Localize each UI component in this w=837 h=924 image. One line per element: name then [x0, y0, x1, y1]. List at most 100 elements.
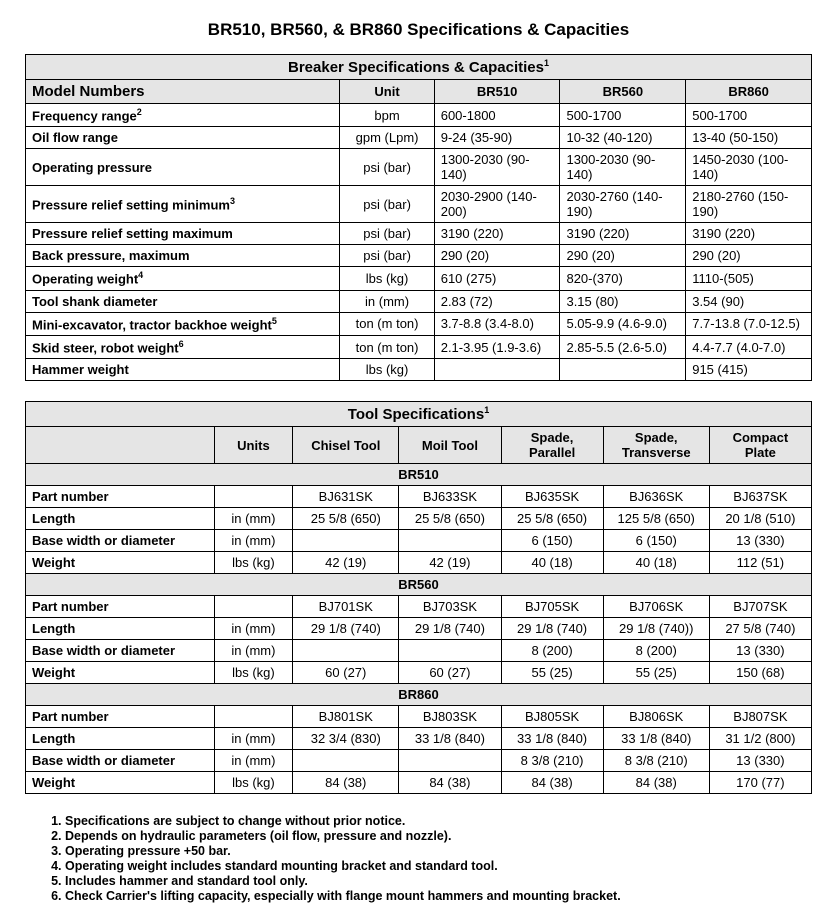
footnote-item: Includes hammer and standard tool only. [65, 874, 812, 888]
table-row: Weightlbs (kg)42 (19)42 (19)40 (18)40 (1… [26, 552, 812, 574]
data-cell: 84 (38) [603, 772, 709, 794]
data-cell: 112 (51) [709, 552, 811, 574]
data-cell: 33 1/8 (840) [603, 728, 709, 750]
page-title: BR510, BR560, & BR860 Specifications & C… [25, 20, 812, 40]
data-cell: 8 (200) [501, 640, 603, 662]
data-cell: 29 1/8 (740)) [603, 618, 709, 640]
tool-col-spade-transverse: Spade, Transverse [603, 427, 709, 464]
tool-col-blank [26, 427, 215, 464]
unit-cell: in (mm) [214, 530, 293, 552]
data-cell: BJ636SK [603, 486, 709, 508]
tool-table-header: Tool Specifications1 [26, 402, 812, 427]
unit-cell: lbs (kg) [214, 662, 293, 684]
row-label: Part number [26, 486, 215, 508]
table-row: Mini-excavator, tractor backhoe weight5t… [26, 312, 812, 335]
tool-col-units: Units [214, 427, 293, 464]
table-row: Lengthin (mm)32 3/4 (830)33 1/8 (840)33 … [26, 728, 812, 750]
data-cell: 40 (18) [501, 552, 603, 574]
footnotes-list: Specifications are subject to change wit… [65, 814, 812, 903]
row-label: Weight [26, 772, 215, 794]
data-cell: 3190 (220) [434, 223, 560, 245]
data-cell: 3.54 (90) [686, 290, 812, 312]
data-cell: 9-24 (35-90) [434, 127, 560, 149]
tool-header-text: Tool Specifications [348, 406, 484, 423]
footnote-item: Check Carrier's lifting capacity, especi… [65, 889, 812, 903]
data-cell [434, 359, 560, 381]
row-label: Base width or diameter [26, 640, 215, 662]
data-cell: 1450-2030 (100-140) [686, 149, 812, 186]
data-cell: 600-1800 [434, 104, 560, 127]
data-cell: 25 5/8 (650) [293, 508, 399, 530]
row-label: Part number [26, 706, 215, 728]
tool-group-header: BR510 [26, 464, 812, 486]
row-label: Back pressure, maximum [26, 245, 340, 267]
data-cell: BJ706SK [603, 596, 709, 618]
row-label: Operating weight4 [26, 267, 340, 290]
row-label: Skid steer, robot weight6 [26, 335, 340, 358]
unit-cell: lbs (kg) [214, 552, 293, 574]
data-cell: 10-32 (40-120) [560, 127, 686, 149]
data-cell: 1300-2030 (90-140) [560, 149, 686, 186]
data-cell: 25 5/8 (650) [399, 508, 501, 530]
data-cell: 2030-2900 (140-200) [434, 186, 560, 223]
breaker-table-header: Breaker Specifications & Capacities1 [26, 55, 812, 80]
data-cell [293, 640, 399, 662]
tool-group-header: BR560 [26, 574, 812, 596]
data-cell: 150 (68) [709, 662, 811, 684]
table-row: Lengthin (mm)29 1/8 (740)29 1/8 (740)29 … [26, 618, 812, 640]
data-cell [293, 750, 399, 772]
data-cell: 2.83 (72) [434, 290, 560, 312]
tool-col-chisel: Chisel Tool [293, 427, 399, 464]
breaker-model-2: BR860 [686, 80, 812, 104]
row-label: Length [26, 618, 215, 640]
data-cell: 13 (330) [709, 530, 811, 552]
unit-cell: in (mm) [214, 640, 293, 662]
data-cell: 2.85-5.5 (2.6-5.0) [560, 335, 686, 358]
row-label-sup: 2 [137, 107, 142, 117]
unit-cell: in (mm) [340, 290, 434, 312]
data-cell: 27 5/8 (740) [709, 618, 811, 640]
breaker-model-0: BR510 [434, 80, 560, 104]
row-label-text: Tool shank diameter [32, 294, 157, 309]
data-cell: BJ635SK [501, 486, 603, 508]
data-cell: 2.1-3.95 (1.9-3.6) [434, 335, 560, 358]
unit-cell [214, 596, 293, 618]
data-cell: 1300-2030 (90-140) [434, 149, 560, 186]
data-cell: 60 (27) [399, 662, 501, 684]
breaker-unit-header: Unit [340, 80, 434, 104]
data-cell: 3190 (220) [560, 223, 686, 245]
data-cell: 8 3/8 (210) [501, 750, 603, 772]
unit-cell: lbs (kg) [340, 359, 434, 381]
row-label: Weight [26, 662, 215, 684]
table-row: Operating pressurepsi (bar)1300-2030 (90… [26, 149, 812, 186]
breaker-spec-table: Breaker Specifications & Capacities1 Mod… [25, 54, 812, 381]
data-cell: 32 3/4 (830) [293, 728, 399, 750]
data-cell: 33 1/8 (840) [399, 728, 501, 750]
data-cell: BJ801SK [293, 706, 399, 728]
table-row: Skid steer, robot weight6ton (m ton)2.1-… [26, 335, 812, 358]
footnote-item: Operating weight includes standard mount… [65, 859, 812, 873]
data-cell: 8 3/8 (210) [603, 750, 709, 772]
unit-cell: in (mm) [214, 750, 293, 772]
data-cell: BJ806SK [603, 706, 709, 728]
data-cell: 13-40 (50-150) [686, 127, 812, 149]
data-cell: 33 1/8 (840) [501, 728, 603, 750]
data-cell: 500-1700 [686, 104, 812, 127]
tool-col-spade-parallel: Spade, Parallel [501, 427, 603, 464]
data-cell: 3.7-8.8 (3.4-8.0) [434, 312, 560, 335]
data-cell: 8 (200) [603, 640, 709, 662]
row-label-text: Mini-excavator, tractor backhoe weight [32, 317, 272, 332]
unit-cell: psi (bar) [340, 149, 434, 186]
data-cell: BJ805SK [501, 706, 603, 728]
data-cell: 6 (150) [501, 530, 603, 552]
row-label: Operating pressure [26, 149, 340, 186]
data-cell: 610 (275) [434, 267, 560, 290]
data-cell: 5.05-9.9 (4.6-9.0) [560, 312, 686, 335]
data-cell: BJ703SK [399, 596, 501, 618]
row-label-text: Pressure relief setting maximum [32, 226, 233, 241]
data-cell: 290 (20) [686, 245, 812, 267]
table-row: Hammer weightlbs (kg)915 (415) [26, 359, 812, 381]
data-cell: 55 (25) [501, 662, 603, 684]
table-row: Weightlbs (kg)60 (27)60 (27)55 (25)55 (2… [26, 662, 812, 684]
data-cell: BJ807SK [709, 706, 811, 728]
